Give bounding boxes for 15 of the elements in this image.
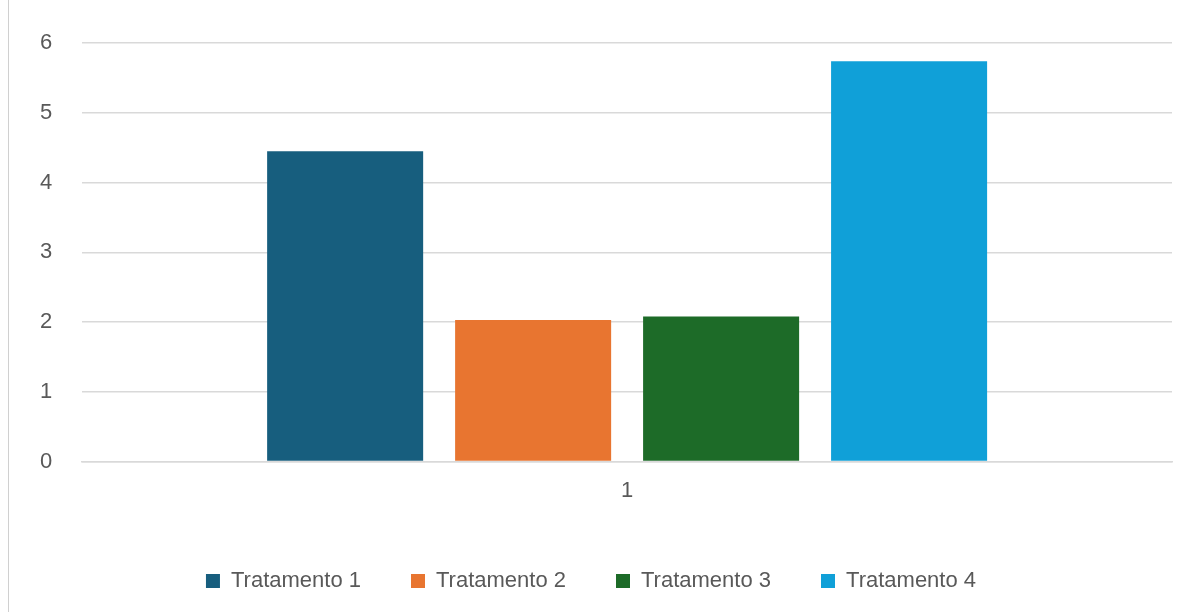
bar [455,320,612,461]
legend-label: Tratamento 4 [846,567,977,593]
bar [831,61,988,461]
legend-label: Tratamento 3 [641,567,772,593]
y-tick-label: 3 [39,238,53,264]
legend-label: Tratamento 2 [435,567,567,593]
y-tick-label: 6 [39,29,53,55]
y-tick-label: 4 [39,168,53,194]
y-tick-label: 5 [39,99,53,124]
legend-label: Tratamento 1 [230,567,361,593]
y-tick-label: 2 [39,308,53,334]
y-tick-label: 0 [39,447,53,473]
y-tick-label: 1 [39,377,53,403]
bar [267,151,424,461]
bar [643,316,800,461]
